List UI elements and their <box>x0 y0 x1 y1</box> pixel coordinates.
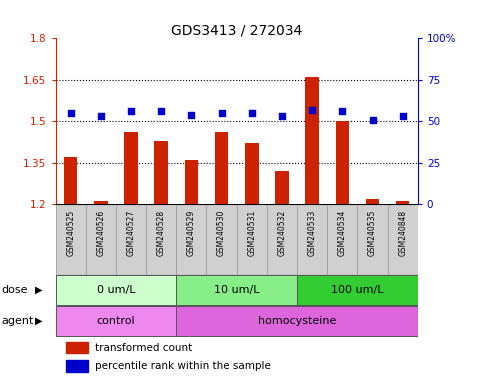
Bar <box>297 204 327 275</box>
Text: GSM240533: GSM240533 <box>308 210 317 256</box>
Point <box>369 116 376 122</box>
Text: GSM240531: GSM240531 <box>247 210 256 256</box>
Point <box>248 110 256 116</box>
Bar <box>155 141 168 204</box>
Point <box>399 113 407 119</box>
Bar <box>56 204 86 275</box>
Bar <box>275 171 289 204</box>
Text: GSM240526: GSM240526 <box>96 210 105 256</box>
Point <box>157 108 165 114</box>
Bar <box>67 342 88 353</box>
Bar <box>176 306 418 336</box>
Bar <box>388 204 418 275</box>
Text: GSM240529: GSM240529 <box>187 210 196 256</box>
Text: ▶: ▶ <box>35 285 43 295</box>
Bar <box>357 204 388 275</box>
Point <box>308 106 316 113</box>
Bar <box>297 275 418 305</box>
Point <box>339 108 346 114</box>
Text: 100 um/L: 100 um/L <box>331 285 384 295</box>
Bar <box>176 275 297 305</box>
Bar <box>56 306 176 336</box>
Bar <box>305 77 319 204</box>
Bar <box>67 361 88 372</box>
Bar <box>94 201 108 204</box>
Text: control: control <box>97 316 135 326</box>
Bar <box>366 199 379 204</box>
Text: GSM240534: GSM240534 <box>338 210 347 256</box>
Bar <box>207 204 237 275</box>
Text: transformed count: transformed count <box>96 343 193 353</box>
Text: dose: dose <box>1 285 28 295</box>
Bar <box>176 204 207 275</box>
Text: GSM240528: GSM240528 <box>156 210 166 256</box>
Bar <box>237 204 267 275</box>
Bar <box>64 157 77 204</box>
Text: GSM240532: GSM240532 <box>277 210 286 256</box>
Bar <box>396 201 410 204</box>
Text: GSM240848: GSM240848 <box>398 210 407 256</box>
Title: GDS3413 / 272034: GDS3413 / 272034 <box>171 23 302 37</box>
Text: GSM240527: GSM240527 <box>127 210 136 256</box>
Bar <box>267 204 297 275</box>
Bar <box>56 275 176 305</box>
Text: homocysteine: homocysteine <box>258 316 336 326</box>
Bar <box>116 204 146 275</box>
Bar <box>86 204 116 275</box>
Bar <box>124 132 138 204</box>
Bar <box>146 204 176 275</box>
Point <box>218 110 226 116</box>
Bar <box>185 160 198 204</box>
Bar <box>327 204 357 275</box>
Point <box>67 110 74 116</box>
Text: agent: agent <box>1 316 34 326</box>
Bar <box>336 121 349 204</box>
Text: GSM240535: GSM240535 <box>368 210 377 256</box>
Text: GSM240525: GSM240525 <box>66 210 75 256</box>
Bar <box>245 143 258 204</box>
Text: GSM240530: GSM240530 <box>217 210 226 256</box>
Text: percentile rank within the sample: percentile rank within the sample <box>96 361 271 371</box>
Text: 0 um/L: 0 um/L <box>97 285 135 295</box>
Text: 10 um/L: 10 um/L <box>214 285 259 295</box>
Point <box>97 113 105 119</box>
Point <box>278 113 286 119</box>
Point <box>127 108 135 114</box>
Bar <box>215 132 228 204</box>
Point <box>187 111 195 118</box>
Text: ▶: ▶ <box>35 316 43 326</box>
